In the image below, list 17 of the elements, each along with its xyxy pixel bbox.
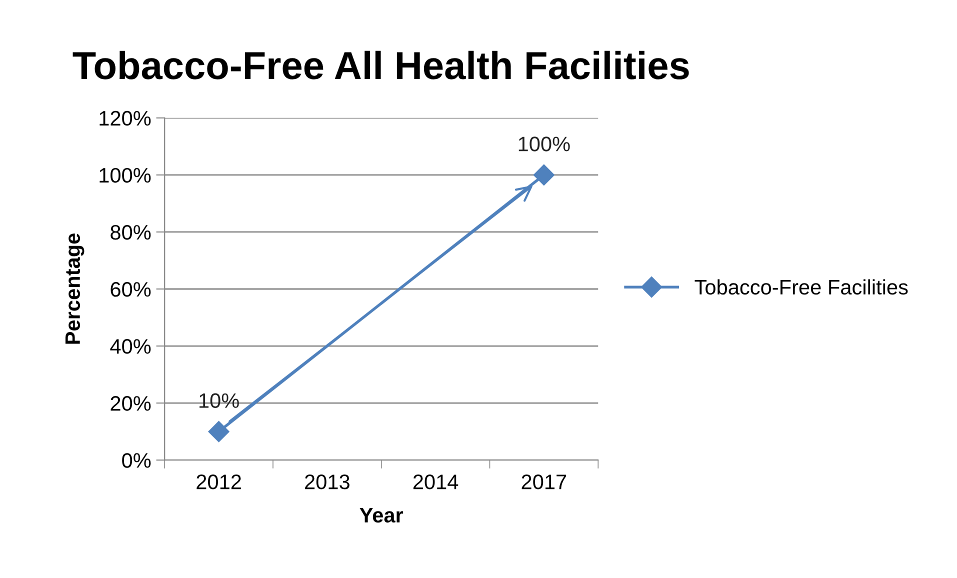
x-tick-label: 2013 [305, 474, 350, 490]
x-tick-label: 2017 [522, 474, 566, 490]
data-label: 100% [518, 136, 570, 152]
y-axis-title: Percentage [65, 234, 84, 344]
y-tick-label: 100% [100, 168, 151, 183]
chart-title: Tobacco-Free All Health Facilities [72, 50, 689, 80]
y-tick-label: 60% [110, 282, 151, 297]
x-axis-title: Year [360, 508, 404, 523]
legend-label: Tobacco-Free Facilities [694, 279, 908, 295]
x-tick-label: 2014 [413, 474, 458, 490]
data-label: 10% [200, 393, 239, 408]
y-tick-label: 40% [110, 339, 151, 354]
y-tick-label: 120% [100, 110, 151, 126]
x-tick-label: 2012 [196, 474, 241, 490]
y-tick-label: 0% [122, 453, 151, 468]
y-tick-label: 20% [110, 396, 151, 411]
y-tick-label: 80% [110, 224, 151, 240]
